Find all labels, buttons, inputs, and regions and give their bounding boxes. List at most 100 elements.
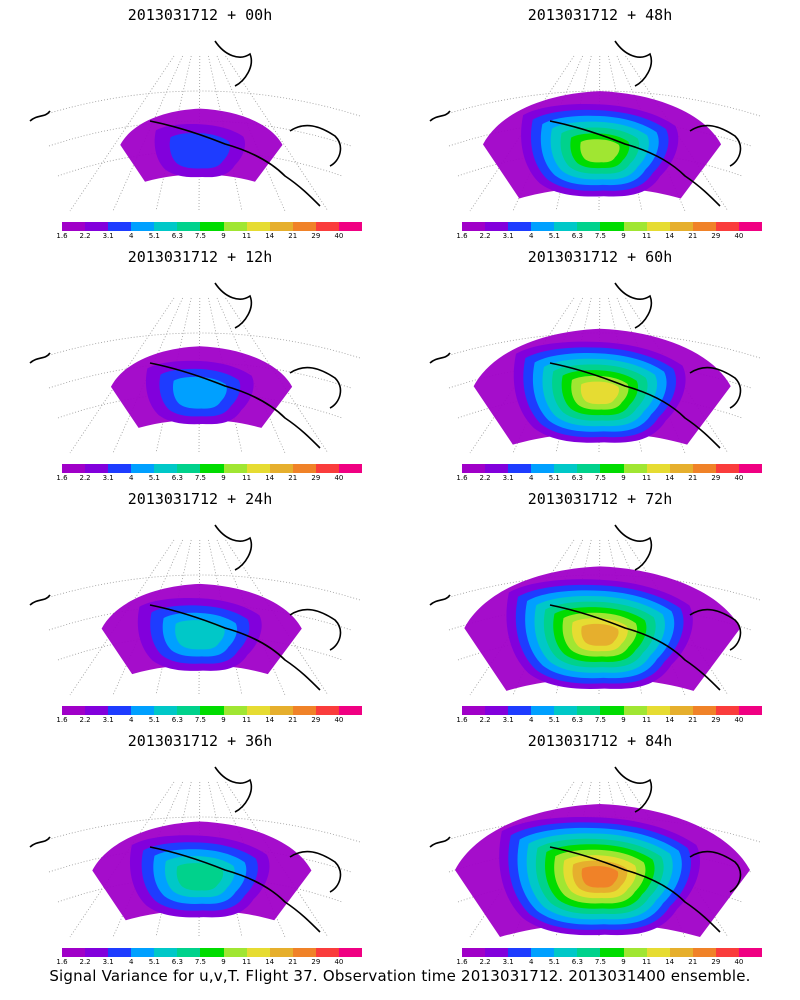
colorbar-swatch	[223, 706, 247, 715]
colorbar-tick-label: 2.2	[79, 958, 91, 966]
colorbar-tick-label: 29	[711, 474, 721, 482]
colorbar-tick-label: 1.6	[456, 232, 468, 240]
colorbar-tick-label: 21	[688, 958, 698, 966]
colorbar: 1.6 2.2 3.1 4 5.1 6.3 7.5 9 11 14 21 29 40	[56, 706, 363, 726]
map-panel: 2013031712 + 36h 1.6 2.2 3.1 4 5.1 6.3 7.5 9 11 14…	[0, 726, 400, 971]
colorbar-swatch	[177, 464, 201, 473]
colorbar-tick-label: 14	[265, 232, 275, 240]
colorbar-swatch	[485, 464, 509, 473]
colorbar-tick-label: 1.6	[56, 958, 68, 966]
coastline	[429, 282, 742, 449]
colorbar-swatch	[223, 464, 247, 473]
variance-field	[473, 328, 731, 445]
colorbar-tick-label: 40	[734, 474, 744, 482]
colorbar-tick-label: 6.3	[171, 474, 183, 482]
colorbar-tick-label: 4	[128, 232, 134, 240]
colorbar-tick-label: 4	[128, 716, 134, 724]
colorbar-swatch	[200, 464, 224, 473]
colorbar-tick-label: 1.6	[456, 958, 468, 966]
colorbar-swatch	[338, 222, 363, 231]
colorbar-swatch	[292, 948, 316, 957]
variance-field	[120, 108, 283, 182]
colorbar-swatch	[131, 706, 155, 715]
variance-field	[110, 346, 293, 428]
colorbar-tick-label: 4	[128, 958, 134, 966]
colorbar-tick-label: 21	[688, 716, 698, 724]
panel-title: 2013031712 + 72h	[527, 490, 673, 508]
colorbar-swatch	[85, 222, 109, 231]
colorbar-tick-label: 3.1	[102, 232, 114, 240]
coastline	[429, 524, 742, 691]
colorbar-swatch	[646, 948, 670, 957]
variance-map	[29, 40, 361, 212]
colorbar: 1.6 2.2 3.1 4 5.1 6.3 7.5 9 11 14 21 29 40	[56, 222, 363, 242]
colorbar-swatch	[692, 706, 716, 715]
colorbar-tick-label: 40	[734, 232, 744, 240]
colorbar: 1.6 2.2 3.1 4 5.1 6.3 7.5 9 11 14 21 29 40	[456, 706, 763, 726]
colorbar-tick-label: 2.2	[479, 716, 491, 724]
colorbar-swatch	[85, 464, 109, 473]
colorbar-tick-label: 11	[642, 474, 652, 482]
colorbar-tick-label: 7.5	[194, 474, 207, 482]
colorbar-swatch	[131, 948, 155, 957]
colorbar-tick-label: 9	[621, 958, 626, 966]
colorbar-swatch	[246, 706, 270, 715]
colorbar-swatch	[485, 948, 509, 957]
colorbar-swatch	[200, 948, 224, 957]
colorbar-swatch	[154, 948, 178, 957]
colorbar-swatch	[508, 706, 532, 715]
colorbar: 1.6 2.2 3.1 4 5.1 6.3 7.5 9 11 14 21 29 40	[456, 464, 763, 484]
colorbar-swatch	[623, 464, 647, 473]
colorbar-swatch	[508, 222, 532, 231]
colorbar-tick-label: 21	[688, 474, 698, 482]
colorbar-tick-label: 3.1	[502, 232, 514, 240]
colorbar-swatch	[154, 222, 178, 231]
colorbar-swatch	[738, 464, 763, 473]
colorbar-swatch	[485, 706, 509, 715]
coastline	[429, 766, 742, 933]
colorbar-swatch	[177, 948, 201, 957]
variance-map	[29, 524, 361, 696]
colorbar-swatch	[462, 948, 486, 957]
variance-field	[482, 91, 722, 199]
colorbar-tick-label: 6.3	[571, 474, 583, 482]
colorbar-tick-label: 5.1	[148, 474, 160, 482]
panel-title: 2013031712 + 36h	[127, 732, 273, 750]
colorbar-tick-label: 7.5	[594, 232, 607, 240]
colorbar-swatch	[131, 222, 155, 231]
variance-map	[429, 766, 761, 938]
colorbar-swatch	[462, 706, 486, 715]
colorbar-swatch	[338, 706, 363, 715]
colorbar-swatch	[623, 706, 647, 715]
colorbar-tick-label: 6.3	[571, 716, 583, 724]
colorbar-tick-label: 21	[688, 232, 698, 240]
colorbar-swatch	[531, 464, 555, 473]
panel-title: 2013031712 + 12h	[127, 248, 273, 266]
map-panel: 2013031712 + 60h 1.6 2.2 3.1 4 5.1 6.3 7.5 9 11 14…	[400, 242, 800, 487]
colorbar-swatch	[177, 706, 201, 715]
colorbar-tick-label: 3.1	[102, 474, 114, 482]
colorbar-tick-label: 40	[334, 474, 344, 482]
colorbar-tick-label: 2.2	[479, 474, 491, 482]
colorbar-swatch	[246, 464, 270, 473]
map-panel: 2013031712 + 12h 1.6 2.2 3.1 4 5.1 6.3 7.5 9 11 14…	[0, 242, 400, 487]
colorbar-swatch	[692, 464, 716, 473]
colorbar-tick-label: 1.6	[56, 716, 68, 724]
colorbar: 1.6 2.2 3.1 4 5.1 6.3 7.5 9 11 14 21 29 40	[56, 464, 363, 484]
colorbar-swatch	[646, 464, 670, 473]
panel-title: 2013031712 + 60h	[527, 248, 673, 266]
colorbar-swatch	[315, 706, 339, 715]
colorbar-swatch	[600, 948, 624, 957]
colorbar-tick-label: 14	[665, 716, 675, 724]
colorbar-swatch	[692, 948, 716, 957]
colorbar-tick-label: 3.1	[502, 474, 514, 482]
colorbar-tick-label: 40	[334, 958, 344, 966]
colorbar-swatch	[246, 222, 270, 231]
figure-caption: Signal Variance for u,v,T. Flight 37. Ob…	[49, 967, 751, 985]
colorbar-tick-label: 29	[311, 958, 321, 966]
colorbar-swatch	[292, 464, 316, 473]
colorbar-tick-label: 40	[334, 716, 344, 724]
colorbar-tick-label: 11	[242, 474, 252, 482]
colorbar-tick-label: 7.5	[594, 474, 607, 482]
colorbar: 1.6 2.2 3.1 4 5.1 6.3 7.5 9 11 14 21 29 40	[456, 222, 763, 242]
